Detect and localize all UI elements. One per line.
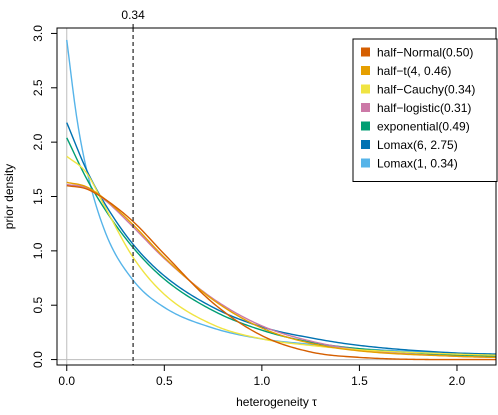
x-axis-title: heterogeneity τ (236, 395, 317, 409)
x-tick-label: 0.0 (58, 374, 75, 388)
series-line-half-t-4-0-46 (66, 181, 497, 359)
legend-swatch (361, 158, 370, 168)
y-tick-label: 0.0 (31, 351, 45, 368)
series-line-half-cauchy-0-34 (66, 155, 497, 356)
x-tick-label: 0.5 (156, 374, 173, 388)
legend-label: half−Cauchy(0.34) (377, 83, 475, 97)
legend-swatch (361, 66, 370, 75)
legend: half−Normal(0.50) half−t(4, 0.46) half−Cau… (352, 38, 498, 182)
axes: 0.34 0.0 0.5 1.0 1.5 2.0 0.0 0.5 1.0 1.5 2.0 2.5 3.0… (2, 8, 497, 409)
legend-label: Lomax(1, 0.34) (377, 157, 458, 171)
legend-label: half−Normal(0.50) (377, 46, 473, 60)
legend-swatch (361, 103, 370, 112)
series-line-lomax-6-2-75 (66, 122, 497, 355)
legend-label: exponential(0.49) (377, 120, 470, 134)
y-tick-label: 2.0 (31, 133, 45, 150)
legend-swatch (361, 140, 370, 149)
legend-label: half−t(4, 0.46) (377, 64, 451, 78)
legend-label: half−logistic(0.31) (377, 101, 471, 115)
legend-box (352, 38, 498, 182)
y-tick-label: 3.0 (31, 25, 45, 42)
x-tick-label: 1.0 (254, 374, 271, 388)
legend-swatch (361, 121, 370, 131)
y-tick-label: 0.5 (31, 297, 45, 314)
reference-label: 0.34 (121, 8, 145, 22)
legend-swatch (361, 47, 370, 57)
y-axis-title: prior density (2, 164, 16, 229)
series-line-half-normal-0-50 (66, 184, 496, 361)
x-tick-label: 2.0 (449, 374, 466, 388)
y-tick-label: 1.0 (31, 242, 45, 259)
x-tick-label: 1.5 (351, 374, 368, 388)
legend-swatch (361, 84, 370, 94)
y-tick-label: 1.5 (31, 188, 45, 205)
y-tick-label: 2.5 (31, 79, 45, 96)
legend-label: Lomax(6, 2.75) (377, 138, 458, 152)
plot-area (57, 28, 497, 365)
